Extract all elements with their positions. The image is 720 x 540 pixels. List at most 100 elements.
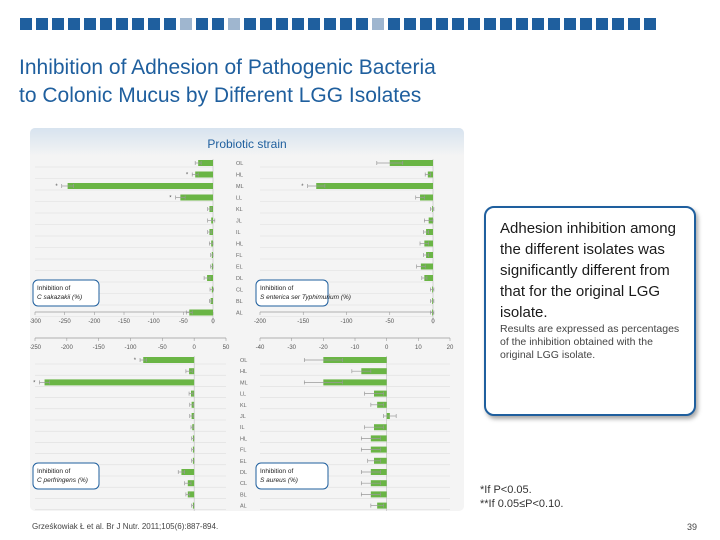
category-label: JL	[236, 219, 242, 225]
header-square	[324, 18, 336, 30]
bar	[323, 357, 387, 363]
citation: Grześkowiak Ł et al. Br J Nutr. 2011;105…	[32, 522, 219, 531]
category-label: LL	[240, 392, 246, 398]
header-square	[84, 18, 96, 30]
header-square	[596, 18, 608, 30]
header-square	[68, 18, 80, 30]
header-square	[356, 18, 368, 30]
header-square	[436, 18, 448, 30]
x-tick-label: -250	[59, 319, 72, 325]
header-square	[564, 18, 576, 30]
category-label: BL	[240, 492, 247, 498]
significance-marker: *	[55, 184, 58, 190]
header-square	[212, 18, 224, 30]
x-tick-label: -40	[256, 345, 265, 351]
bar	[198, 160, 213, 166]
x-tick-label: -10	[351, 345, 360, 351]
bar	[189, 309, 213, 316]
header-square	[276, 18, 288, 30]
axis-title-box	[255, 279, 329, 307]
x-tick-label: -100	[124, 345, 137, 351]
category-label: IL	[236, 230, 241, 236]
axis-title-line: Inhibition of	[37, 285, 70, 292]
bar	[180, 194, 213, 201]
x-tick-label: -150	[118, 319, 131, 325]
bar	[426, 229, 433, 235]
header-square	[484, 18, 496, 30]
header-square	[20, 18, 32, 30]
header-square	[500, 18, 512, 30]
header-square	[164, 18, 176, 30]
x-tick-label: -100	[148, 319, 161, 325]
x-tick-label: -250	[30, 345, 42, 351]
x-tick-label: -150	[93, 345, 106, 351]
footnote-p005: *If P<0.05.	[480, 484, 532, 496]
significance-marker: *	[186, 173, 189, 179]
bar	[44, 379, 195, 386]
bar	[426, 252, 433, 258]
category-label: KL	[240, 403, 247, 409]
bar-charts: -300 -250 -200 -150 -100 -50 0OL* HL* ML* LLKLJLI…	[30, 159, 454, 511]
bar	[323, 379, 387, 386]
header-square	[292, 18, 304, 30]
bar	[181, 469, 195, 475]
x-tick-label: 50	[223, 345, 230, 351]
bar	[316, 183, 433, 189]
axis-title-line: Inhibition of	[260, 468, 293, 475]
chart-header-strip	[30, 128, 464, 156]
category-label: CL	[236, 288, 243, 294]
x-tick-label: 0	[211, 319, 215, 325]
significance-marker: *	[134, 358, 137, 364]
category-label: HL	[236, 242, 243, 248]
slide-title: Inhibition of Adhesion of Pathogenic Bac…	[19, 54, 619, 110]
category-label: IL	[240, 425, 245, 431]
significance-notes: *If P<0.05. **If 0.05≤P<0.10.	[480, 483, 563, 511]
header-square	[36, 18, 48, 30]
header-square	[148, 18, 160, 30]
axis-title-line: S aureus (%)	[260, 477, 298, 484]
x-tick-label: -30	[287, 345, 296, 351]
header-square	[580, 18, 592, 30]
header-square	[116, 18, 128, 30]
category-label: HL	[236, 173, 243, 179]
axis-title-box	[32, 279, 100, 307]
axis-title-box	[255, 462, 329, 490]
header-square	[452, 18, 464, 30]
header-square	[420, 18, 432, 30]
axis-title-line: S enterica ser Typhimurium (%)	[260, 294, 351, 301]
axis-title-line: C sakazakii (%)	[37, 294, 82, 301]
header-square	[404, 18, 416, 30]
x-tick-label: -50	[385, 319, 394, 325]
header-square	[340, 18, 352, 30]
significance-marker: *	[169, 196, 172, 202]
bar	[143, 357, 195, 363]
category-label: DL	[236, 276, 243, 282]
axis-title-line: Inhibition of	[260, 285, 293, 292]
page-number: 39	[687, 522, 698, 532]
axis-title-line: Inhibition of	[37, 468, 70, 475]
category-label: EL	[236, 265, 243, 271]
bar	[424, 275, 433, 281]
bar	[420, 194, 433, 201]
category-label: DL	[240, 470, 247, 476]
x-tick-label: 20	[447, 345, 454, 351]
header-square	[628, 18, 640, 30]
x-tick-label: 10	[415, 345, 422, 351]
header-square	[52, 18, 64, 30]
x-tick-label: -50	[179, 319, 188, 325]
bar	[67, 183, 213, 189]
header-square	[468, 18, 480, 30]
header-square	[516, 18, 528, 30]
callout-box: Adhesion inhibition among the different …	[484, 206, 696, 416]
category-label: ML	[236, 184, 244, 190]
category-label: FL	[236, 253, 242, 259]
x-tick-label: -200	[61, 345, 74, 351]
x-tick-label: -150	[297, 319, 310, 325]
header-square	[244, 18, 256, 30]
bar	[389, 160, 433, 166]
header-square	[388, 18, 400, 30]
callout-main-text: Adhesion inhibition among the different …	[500, 220, 676, 321]
header-square	[548, 18, 560, 30]
header-square	[532, 18, 544, 30]
axis-title-line: C perfringens (%)	[37, 477, 88, 484]
